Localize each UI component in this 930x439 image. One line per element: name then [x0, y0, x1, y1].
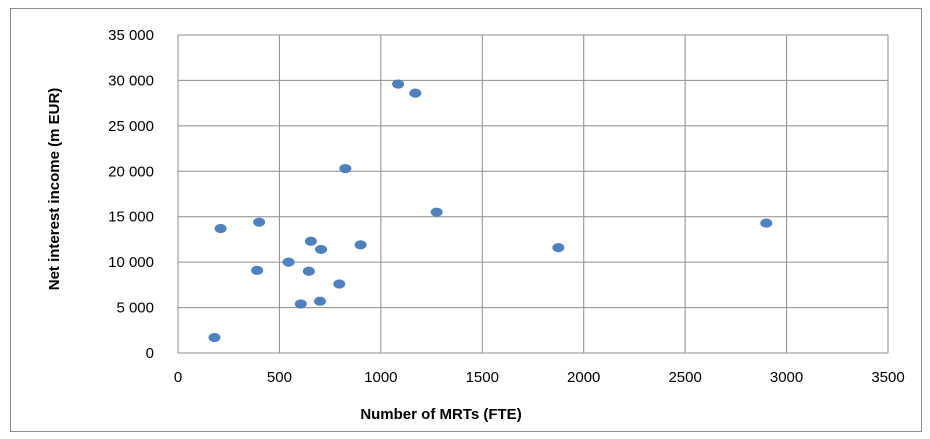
data-point: [552, 243, 565, 253]
y-tick-label: 10 000: [108, 254, 154, 271]
data-point: [208, 332, 221, 343]
y-tick-label: 30 000: [108, 72, 154, 89]
y-tick-label: 0: [146, 345, 154, 362]
data-point: [253, 217, 266, 227]
data-point: [251, 265, 264, 275]
data-point: [760, 218, 773, 228]
y-axis-title: Net interest income (m EUR): [46, 88, 63, 291]
data-point: [304, 236, 317, 246]
data-point: [354, 240, 367, 250]
x-tick-label: 1500: [466, 369, 499, 386]
x-tick-label: 2500: [668, 369, 701, 386]
grid-lines: [177, 34, 889, 354]
y-tick-label: 20 000: [108, 163, 154, 180]
x-tick-label: 0: [174, 369, 182, 386]
x-tick-label: 3500: [871, 369, 904, 386]
chart-frame: 0 500 1000 1500 2000 2500 3000 3500 0 5 000 10 000…: [10, 8, 922, 432]
tick-labels: 0 500 1000 1500 2000 2500 3000 3500 0 5 000 10 000…: [108, 27, 905, 386]
x-tick-label: 2000: [567, 369, 600, 386]
data-point: [294, 299, 307, 309]
x-axis-title: Number of MRTs (FTE): [360, 406, 521, 423]
data-point: [333, 279, 346, 289]
data-point: [339, 163, 352, 174]
y-tick-label: 15 000: [108, 209, 154, 226]
data-point: [302, 266, 315, 276]
data-point: [214, 223, 227, 234]
y-tick-label: 35 000: [108, 27, 154, 44]
x-tick-label: 500: [267, 369, 292, 386]
y-tick-label: 5 000: [116, 300, 154, 317]
scatter-chart: 0 500 1000 1500 2000 2500 3000 3500 0 5 000 10 000…: [46, 27, 905, 423]
data-point: [282, 257, 295, 267]
data-points: [208, 79, 773, 343]
data-point: [409, 88, 422, 98]
data-point: [314, 296, 326, 306]
y-tick-label: 25 000: [108, 118, 154, 135]
data-point: [392, 79, 405, 89]
data-point: [430, 207, 443, 217]
x-tick-label: 1000: [364, 369, 397, 386]
data-point: [315, 244, 328, 255]
x-tick-label: 3000: [770, 369, 803, 386]
